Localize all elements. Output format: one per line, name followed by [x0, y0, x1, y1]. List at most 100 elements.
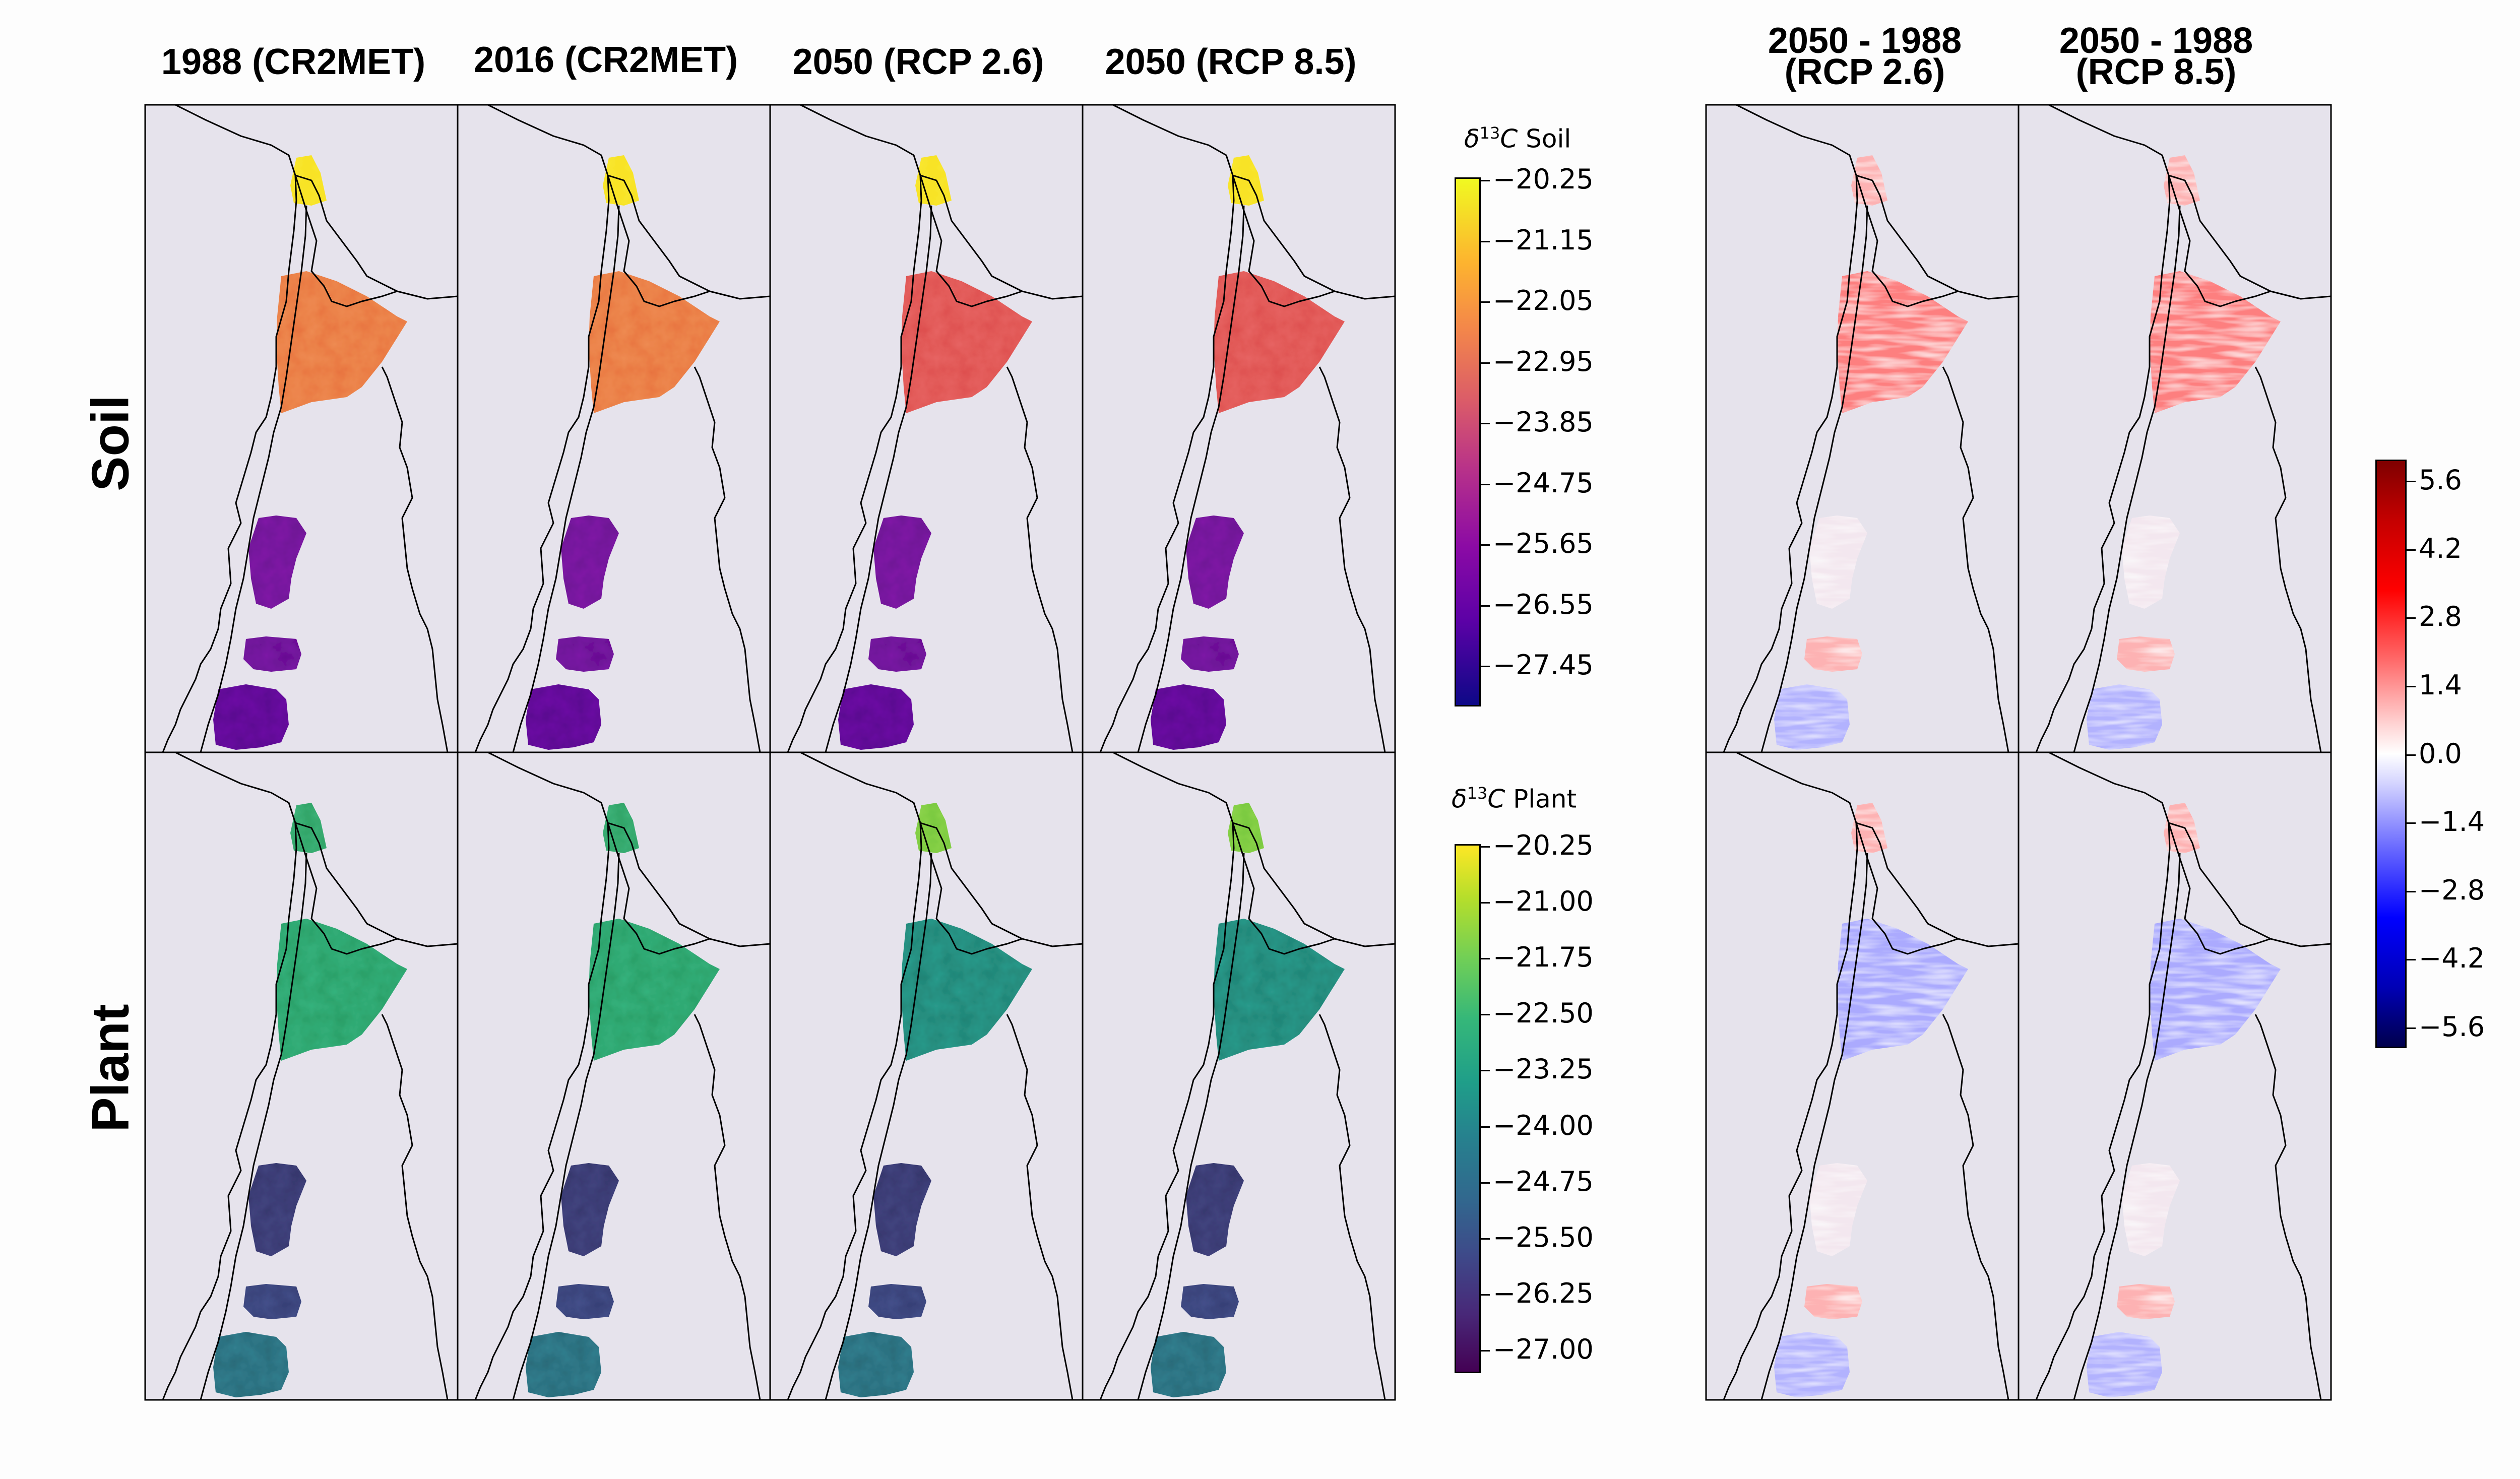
- map-region-south2: [1151, 684, 1226, 750]
- plant-tick-label: −26.25: [1493, 1277, 1594, 1309]
- map-region-north2: [1837, 919, 1968, 1061]
- soil-tick-label: −22.05: [1493, 285, 1594, 316]
- coastline: [1736, 751, 2019, 955]
- map-panel-soil-2050-rcp26: [769, 104, 1084, 753]
- soil-tick-mark: [1481, 180, 1490, 181]
- plant-tick-mark: [1481, 1238, 1490, 1240]
- soil-tick-mark: [1481, 605, 1490, 607]
- map-region-north2: [2150, 271, 2281, 413]
- coastline: [1112, 104, 1396, 307]
- soil-tick-mark: [1481, 240, 1490, 242]
- plant-tick-label: −25.50: [1493, 1221, 1594, 1253]
- country-border-line: [920, 822, 1074, 1400]
- difference-tick-label: −1.4: [2419, 806, 2485, 838]
- coastline: [787, 822, 922, 1400]
- country-border-line: [295, 822, 449, 1400]
- map-region-south2: [1151, 1332, 1226, 1397]
- map-region-north2: [589, 271, 720, 413]
- map-region-south2: [838, 1332, 914, 1397]
- col-title-diff-rcp85-line2: (RCP 8.5): [2075, 52, 2237, 92]
- map-panel-plant-diff-rcp85: [2018, 751, 2332, 1401]
- col-title-2050-rcp26: 2050 (RCP 2.6): [792, 42, 1044, 82]
- plant-tick-label: −27.00: [1493, 1333, 1594, 1365]
- plant-tick-mark: [1481, 1350, 1490, 1352]
- map-region-north2: [2150, 919, 2281, 1061]
- map-region-central: [873, 516, 931, 609]
- coastline: [2048, 104, 2332, 307]
- difference-tick-label: 5.6: [2419, 464, 2462, 496]
- map-region-central: [1186, 1163, 1244, 1256]
- difference-tick-mark: [2407, 549, 2416, 551]
- country-border-line: [1856, 174, 2009, 753]
- coastline: [1760, 853, 1868, 1400]
- soil-tick-label: −26.55: [1493, 588, 1594, 620]
- map-panel-soil-diff-rcp26: [1705, 104, 2020, 753]
- coastline: [474, 822, 610, 1400]
- plant-tick-mark: [1481, 1014, 1490, 1016]
- coastline: [1760, 205, 1868, 753]
- map-region-north2: [1214, 271, 1345, 413]
- map-region-south1: [868, 1284, 926, 1319]
- map-panel-plant-2050-rcp26: [769, 751, 1084, 1401]
- plant-tick-mark: [1481, 1294, 1490, 1296]
- map-region-central: [561, 516, 619, 609]
- map-region-south1: [2117, 1284, 2175, 1319]
- col-title-diff-rcp26: 2050 - 1988 (RCP 2.6): [1709, 21, 2021, 92]
- col-title-diff-rcp85: 2050 - 1988 (RCP 8.5): [2000, 21, 2312, 92]
- difference-tick-mark: [2407, 617, 2416, 619]
- coastline: [512, 853, 620, 1400]
- coastline: [175, 751, 458, 955]
- coastline: [2035, 822, 2171, 1400]
- soil-colorbar: [1455, 177, 1481, 706]
- plant-tick-label: −22.50: [1493, 997, 1594, 1030]
- map-region-south1: [1804, 636, 1862, 672]
- map-region-south1: [243, 1284, 301, 1319]
- col-title-2016: 2016 (CR2MET): [473, 40, 738, 80]
- map-region-south1: [243, 636, 301, 672]
- country-border-line: [1232, 174, 1386, 753]
- coastline: [175, 104, 458, 307]
- coastline: [2073, 853, 2181, 1400]
- plant-tick-mark: [1481, 1070, 1490, 1072]
- map-panel-soil-1988: [144, 104, 459, 753]
- map-panel-plant-diff-rcp26: [1705, 751, 2020, 1401]
- map-region-central: [248, 516, 306, 609]
- map-region-north2: [276, 919, 407, 1061]
- difference-tick-label: 2.8: [2419, 601, 2462, 633]
- map-panel-soil-2050-rcp85: [1082, 104, 1396, 753]
- difference-tick-label: −4.2: [2419, 942, 2485, 975]
- map-region-central: [2122, 516, 2180, 609]
- col-title-diff-rcp26-line1: 2050 - 1988: [1768, 21, 1962, 61]
- coastline: [1099, 822, 1235, 1400]
- map-panel-plant-1988: [144, 751, 459, 1401]
- map-region-central: [1809, 516, 1867, 609]
- map-region-south2: [526, 684, 601, 750]
- col-title-diff-rcp26-line2: (RCP 2.6): [1784, 52, 1945, 92]
- map-region-north2: [276, 271, 407, 413]
- coastline: [800, 104, 1083, 307]
- map-region-south2: [2087, 684, 2162, 750]
- difference-colorbar: [2375, 460, 2407, 1048]
- plant-tick-label: −21.00: [1493, 885, 1594, 918]
- col-title-diff-rcp85-line1: 2050 - 1988: [2059, 21, 2253, 61]
- coastline: [162, 822, 297, 1400]
- coastline: [200, 853, 307, 1400]
- difference-tick-label: 4.2: [2419, 532, 2462, 564]
- plant-tick-mark: [1481, 846, 1490, 848]
- map-region-south2: [213, 684, 289, 750]
- soil-tick-mark: [1481, 544, 1490, 546]
- soil-tick-mark: [1481, 301, 1490, 303]
- difference-tick-mark: [2407, 754, 2416, 756]
- country-border-line: [920, 174, 1074, 753]
- country-border-line: [1856, 822, 2009, 1400]
- soil-tick-label: −20.25: [1493, 163, 1594, 195]
- coastline: [825, 853, 932, 1400]
- plant-tick-mark: [1481, 958, 1490, 960]
- map-region-central: [561, 1163, 619, 1256]
- plant-tick-label: −24.00: [1493, 1109, 1594, 1141]
- difference-tick-mark: [2407, 959, 2416, 961]
- difference-tick-label: −2.8: [2419, 874, 2485, 906]
- coastline: [487, 104, 771, 307]
- coastline: [474, 175, 610, 753]
